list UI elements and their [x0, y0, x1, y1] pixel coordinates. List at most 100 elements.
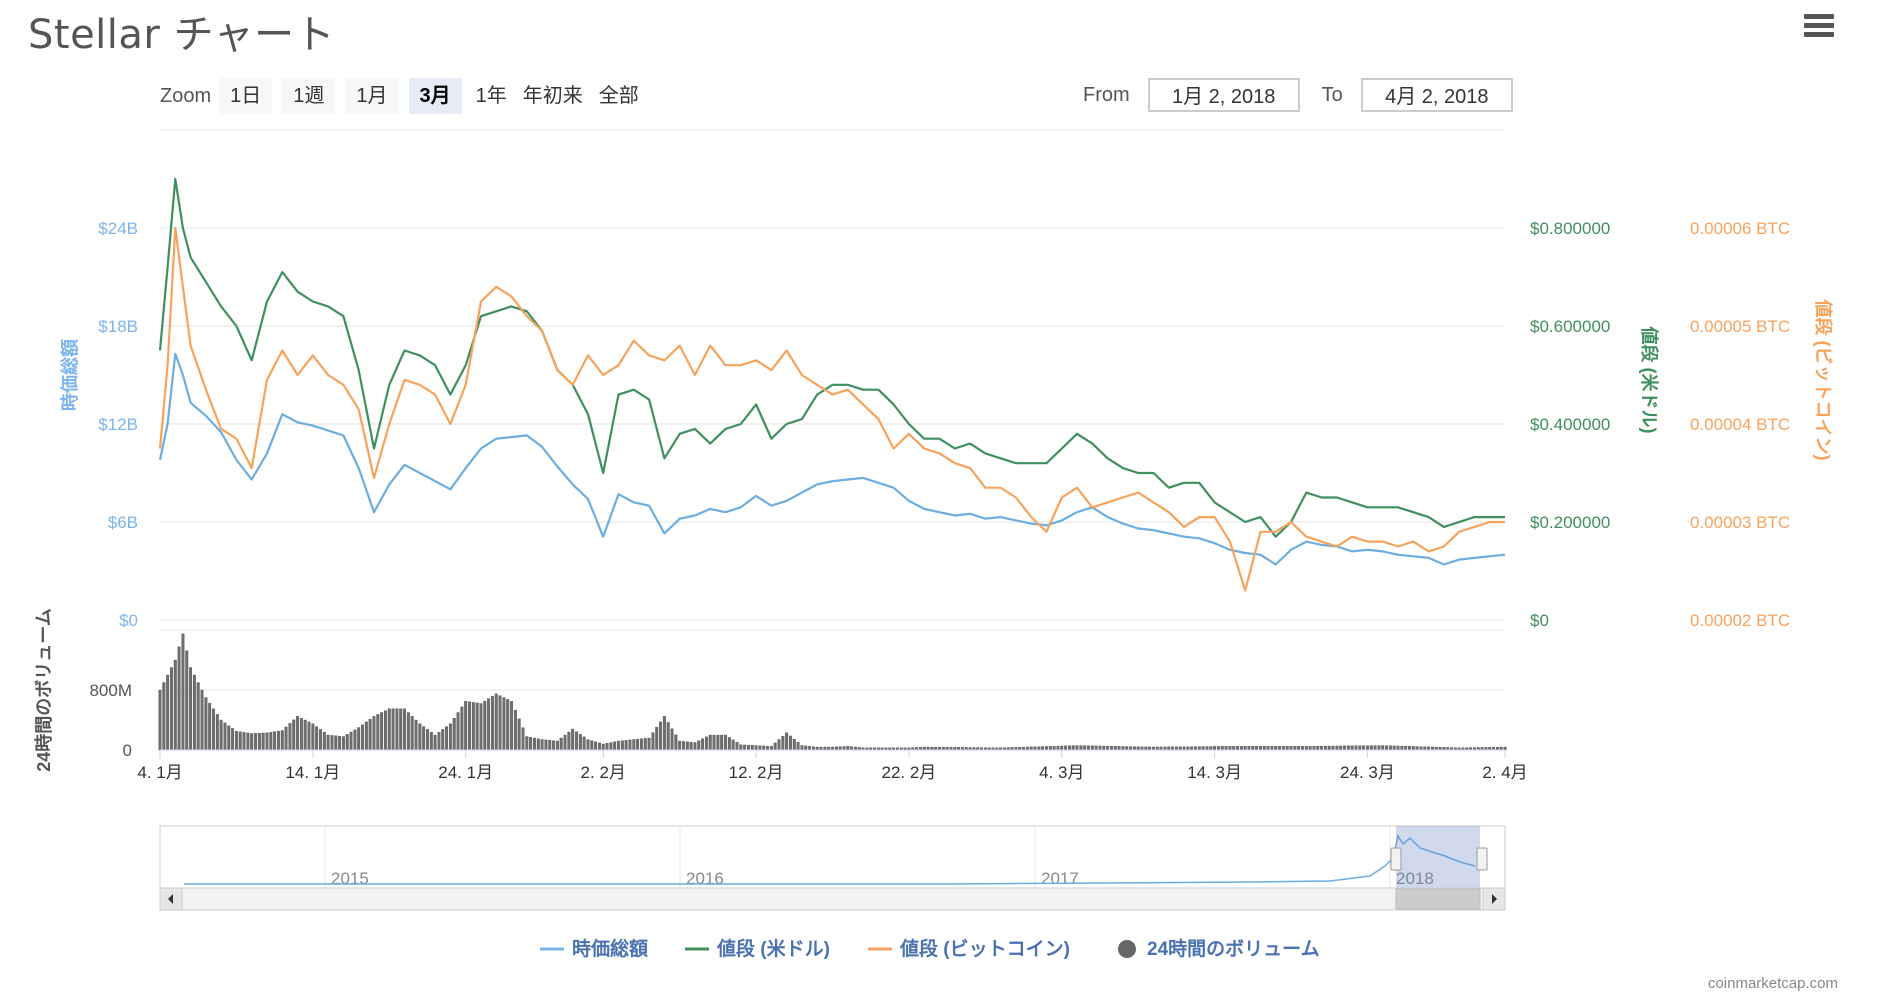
volume-column: [578, 734, 582, 751]
volume-column: [330, 735, 334, 751]
marketcap-line: [158, 352, 1506, 566]
range-selector: Zoom 1日 1週 1月 3月 1年 年初来 全部: [160, 78, 651, 114]
volume-column: [1117, 746, 1121, 751]
y-axis-title-usd: 値段 (米ドル): [1639, 326, 1660, 434]
volume-column: [567, 731, 571, 751]
y-tick-label-marketcap: $0: [119, 611, 138, 630]
volume-column: [1343, 745, 1346, 751]
credit-link[interactable]: coinmarketcap.com: [1707, 975, 1838, 992]
volume-column: [273, 731, 277, 751]
volume-column: [758, 745, 762, 751]
volume-column: [341, 736, 345, 751]
volume-column: [490, 696, 494, 751]
volume-column: [552, 740, 556, 751]
volume-column: [238, 731, 242, 751]
volume-column: [254, 733, 257, 751]
volume-column: [399, 708, 403, 751]
x-tick-label: 14. 3月: [1187, 763, 1242, 782]
volume-column: [704, 736, 708, 751]
volume-column: [223, 722, 227, 751]
volume-column: [219, 719, 223, 751]
volume-column: [582, 736, 586, 751]
volume-column: [1396, 745, 1400, 751]
volume-column: [746, 744, 750, 751]
volume-column: [735, 742, 739, 751]
volume-column: [1125, 746, 1129, 751]
volume-column: [1297, 746, 1301, 751]
volume-column: [850, 746, 854, 751]
volume-column: [1083, 745, 1087, 751]
volume-column: [651, 732, 655, 751]
volume-column: [773, 742, 777, 751]
volume-column: [483, 700, 487, 751]
volume-column: [1190, 746, 1194, 751]
volume-column: [284, 726, 288, 751]
volume-column: [1369, 745, 1373, 751]
x-tick-label: 24. 1月: [438, 763, 493, 782]
volume-column: [357, 727, 361, 751]
zoom-3m-button[interactable]: 3月: [408, 78, 462, 114]
zoom-all-button[interactable]: 全部: [598, 85, 639, 107]
volume-column: [1121, 746, 1125, 751]
volume-column: [192, 674, 196, 751]
volume-column: [842, 746, 846, 751]
volume-column: [1132, 746, 1136, 751]
hamburger-menu-icon[interactable]: [1804, 14, 1834, 40]
volume-column: [510, 701, 513, 751]
volume-column: [620, 740, 624, 751]
volume-column: [1285, 746, 1289, 751]
volume-column: [1350, 745, 1354, 751]
volume-column: [1255, 746, 1259, 751]
volume-column: [212, 708, 215, 751]
volume-column: [1048, 746, 1052, 751]
volume-column: [800, 745, 804, 751]
volume-column: [464, 701, 468, 751]
volume-column: [1247, 746, 1251, 751]
volume-column: [506, 699, 510, 751]
to-date-input[interactable]: 4月 2, 2018: [1360, 78, 1513, 112]
zoom-1w-button[interactable]: 1週: [282, 78, 336, 114]
volume-column: [1381, 745, 1385, 751]
navigator-left-handle: [1390, 847, 1402, 871]
volume-column: [437, 732, 441, 751]
volume-column: [475, 702, 479, 751]
volume-column: [624, 740, 628, 751]
scrollbar-right-arrow-icon: [1492, 894, 1497, 904]
volume-column: [548, 740, 552, 751]
zoom-1y-button[interactable]: 1年: [475, 85, 507, 107]
y-tick-label-marketcap: $6B: [108, 513, 138, 532]
volume-column: [315, 726, 319, 751]
volume-column: [380, 712, 384, 751]
navigator-scrollbar-thumb: [1395, 888, 1481, 910]
zoom-1m-button[interactable]: 1月: [345, 78, 399, 114]
volume-column: [1209, 746, 1213, 751]
zoom-ytd-button[interactable]: 年初来: [522, 85, 583, 107]
volume-column: [792, 738, 796, 751]
volume-column: [1320, 745, 1324, 751]
volume-column: [617, 740, 620, 751]
volume-column: [185, 650, 189, 751]
volume-column: [521, 727, 525, 751]
x-tick-label: 14. 1月: [285, 763, 340, 782]
y-axis-title-volume: 24時間のボリューム: [34, 608, 54, 771]
volume-column: [498, 695, 502, 751]
volume-column: [1037, 746, 1041, 751]
y-tick-label-btc: 0.00006 BTC: [1690, 219, 1790, 238]
volume-column: [808, 746, 812, 751]
zoom-1d-button[interactable]: 1日: [219, 78, 273, 114]
volume-column: [1339, 745, 1343, 751]
zoom-label: Zoom: [160, 84, 212, 107]
volume-column: [250, 733, 254, 751]
volume-column: [724, 734, 727, 751]
volume-column: [170, 667, 173, 751]
volume-column: [368, 718, 372, 751]
x-tick-label: 4. 1月: [137, 763, 182, 782]
volume-column: [1385, 745, 1388, 751]
volume-column: [414, 719, 418, 751]
volume-column: [781, 735, 785, 751]
from-date-input[interactable]: 1月 2, 2018: [1147, 78, 1300, 112]
volume-column: [1041, 746, 1045, 751]
volume-column: [597, 742, 601, 751]
volume-column: [441, 729, 445, 751]
volume-column: [708, 734, 712, 751]
